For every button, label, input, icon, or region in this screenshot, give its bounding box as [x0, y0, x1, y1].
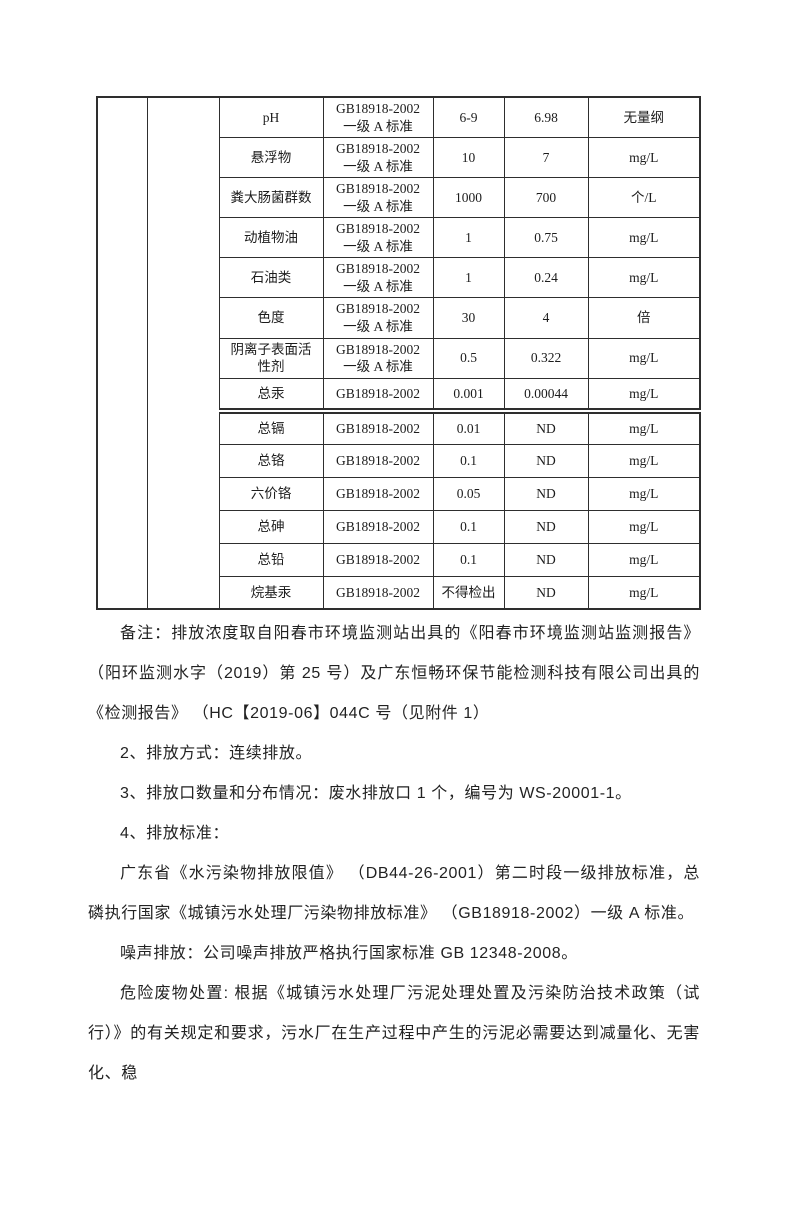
limit-cell: 10 — [432, 137, 505, 179]
limit-cell: 1 — [432, 217, 505, 259]
paragraph-noise: 噪声排放：公司噪声排放严格执行国家标准 GB 12348-2008。 — [120, 945, 578, 963]
unit-cell: mg/L — [587, 337, 701, 379]
standard-cell: GB18918-2002 一级 A 标准 — [322, 177, 434, 219]
value-cell: ND — [503, 443, 589, 478]
value-cell: 6.98 — [503, 96, 589, 139]
standard-cell: GB18918-2002 — [322, 509, 434, 544]
unit-cell: 倍 — [587, 297, 701, 339]
standard-cell: GB18918-2002 一级 A 标准 — [322, 217, 434, 259]
limit-cell: 1 — [432, 257, 505, 299]
table-row: 粪大肠菌群数 GB18918-2002 一级 A 标准 1000 700 个/L — [97, 177, 701, 219]
standard-cell: GB18918-2002 — [322, 542, 434, 577]
value-cell: 0.00044 — [503, 377, 589, 412]
limit-cell: 0.05 — [432, 476, 505, 511]
param-cell: 动植物油 — [218, 217, 324, 259]
limit-cell: 0.01 — [432, 408, 505, 445]
unit-cell: mg/L — [587, 575, 701, 610]
param-cell: 石油类 — [218, 257, 324, 299]
unit-cell: mg/L — [587, 443, 701, 478]
param-cell: 六价铬 — [218, 476, 324, 511]
unit-cell: mg/L — [587, 257, 701, 299]
unit-cell: 无量纲 — [587, 96, 701, 139]
value-cell: ND — [503, 408, 589, 445]
limit-cell: 0.1 — [432, 509, 505, 544]
limit-cell: 0.5 — [432, 337, 505, 379]
blank-cell-inner — [146, 96, 220, 610]
table-row: 烷基汞 GB18918-2002 不得检出 ND mg/L — [97, 575, 701, 610]
table-row: 悬浮物 GB18918-2002 一级 A 标准 10 7 mg/L — [97, 137, 701, 179]
unit-cell: mg/L — [587, 217, 701, 259]
table-row: 阴离子表面活性剂 GB18918-2002 一级 A 标准 0.5 0.322 … — [97, 337, 701, 379]
unit-cell: mg/L — [587, 509, 701, 544]
param-cell: 悬浮物 — [218, 137, 324, 179]
table-row: 动植物油 GB18918-2002 一级 A 标准 1 0.75 mg/L — [97, 217, 701, 259]
value-cell: 0.322 — [503, 337, 589, 379]
standard-cell: GB18918-2002 — [322, 377, 434, 412]
table-row: 总镉 GB18918-2002 0.01 ND mg/L — [97, 408, 701, 445]
param-cell: 粪大肠菌群数 — [218, 177, 324, 219]
table-row: 石油类 GB18918-2002 一级 A 标准 1 0.24 mg/L — [97, 257, 701, 299]
param-cell: 色度 — [218, 297, 324, 339]
param-cell: 总镉 — [218, 408, 324, 445]
value-cell: ND — [503, 476, 589, 511]
limit-cell: 6-9 — [432, 96, 505, 139]
param-cell: 阴离子表面活性剂 — [218, 337, 324, 379]
paragraph-standard-detail: 广东省《水污染物排放限值》 （DB44-26-2001）第二时段一级排放标准，总… — [88, 865, 700, 923]
standard-cell: GB18918-2002 — [322, 443, 434, 478]
document-page: pH GB18918-2002 一级 A 标准 6-9 6.98 无量纲 悬浮物… — [0, 96, 800, 1227]
value-cell: 700 — [503, 177, 589, 219]
value-cell: 0.24 — [503, 257, 589, 299]
unit-cell: mg/L — [587, 377, 701, 412]
unit-cell: mg/L — [587, 137, 701, 179]
param-cell: 总砷 — [218, 509, 324, 544]
table-row: 总铅 GB18918-2002 0.1 ND mg/L — [97, 542, 701, 577]
paragraph-discharge-mode: 2、排放方式：连续排放。 — [120, 745, 313, 763]
value-cell: ND — [503, 575, 589, 610]
limit-cell: 1000 — [432, 177, 505, 219]
unit-cell: mg/L — [587, 542, 701, 577]
standard-cell: GB18918-2002 一级 A 标准 — [322, 96, 434, 139]
paragraph-hazardous-waste: 危险废物处置: 根据《城镇污水处理厂污泥处理处置及污染防治技术政策（试行）》的有… — [88, 985, 700, 1083]
table-row: 六价铬 GB18918-2002 0.05 ND mg/L — [97, 476, 701, 511]
param-cell: pH — [218, 96, 324, 139]
standard-cell: GB18918-2002 — [322, 575, 434, 610]
value-cell: ND — [503, 509, 589, 544]
paragraph-outlets: 3、排放口数量和分布情况：废水排放口 1 个，编号为 WS-20001-1。 — [120, 785, 632, 803]
table-row: pH GB18918-2002 一级 A 标准 6-9 6.98 无量纲 — [96, 96, 701, 610]
param-cell: 总铬 — [218, 443, 324, 478]
unit-cell: mg/L — [587, 476, 701, 511]
limit-cell: 0.1 — [432, 443, 505, 478]
limit-cell: 30 — [432, 297, 505, 339]
standard-cell: GB18918-2002 — [322, 408, 434, 445]
value-cell: 4 — [503, 297, 589, 339]
value-cell: 7 — [503, 137, 589, 179]
param-cell: 总铅 — [218, 542, 324, 577]
standard-cell: GB18918-2002 — [322, 476, 434, 511]
param-cell: 烷基汞 — [218, 575, 324, 610]
limit-cell: 不得检出 — [432, 575, 505, 610]
standard-cell: GB18918-2002 一级 A 标准 — [322, 297, 434, 339]
monitoring-results-table: pH GB18918-2002 一级 A 标准 6-9 6.98 无量纲 悬浮物… — [96, 96, 701, 611]
table-row: 总汞 GB18918-2002 0.001 0.00044 mg/L — [97, 377, 701, 412]
limit-cell: 0.001 — [432, 377, 505, 412]
unit-cell: mg/L — [587, 408, 701, 445]
limit-cell: 0.1 — [432, 542, 505, 577]
value-cell: ND — [503, 542, 589, 577]
unit-cell: 个/L — [587, 177, 701, 219]
body-text: 备注：排放浓度取自阳春市环境监测站出具的《阳春市环境监测站监测报告》（阳环监测水… — [88, 614, 700, 1094]
standard-cell: GB18918-2002 一级 A 标准 — [322, 137, 434, 179]
blank-cell-outer — [96, 96, 148, 610]
paragraph-standard-heading: 4、排放标准： — [120, 825, 230, 843]
standard-cell: GB18918-2002 一级 A 标准 — [322, 257, 434, 299]
paragraph-note: 备注：排放浓度取自阳春市环境监测站出具的《阳春市环境监测站监测报告》（阳环监测水… — [88, 625, 700, 723]
standard-cell: GB18918-2002 一级 A 标准 — [322, 337, 434, 379]
param-cell: 总汞 — [218, 377, 324, 412]
value-cell: 0.75 — [503, 217, 589, 259]
